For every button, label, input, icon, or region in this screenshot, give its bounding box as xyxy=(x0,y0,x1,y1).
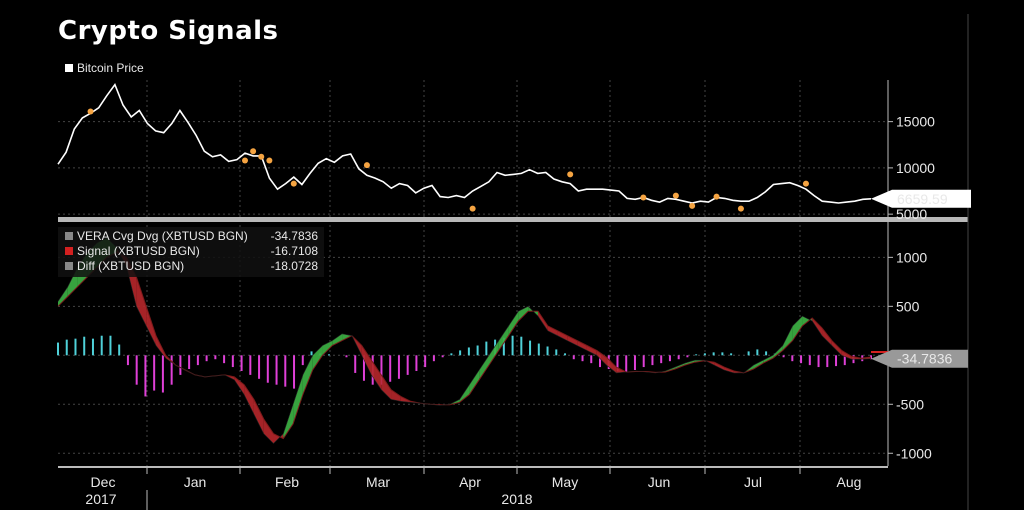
event-dot xyxy=(266,157,273,164)
crossover-fill xyxy=(332,333,343,346)
event-dot xyxy=(250,148,257,155)
signal-legend-box xyxy=(58,227,324,277)
event-dot xyxy=(672,192,679,199)
signal-tick-label: -500 xyxy=(896,396,924,412)
event-dot xyxy=(737,205,744,212)
crossover-fill xyxy=(459,384,470,403)
crossover-fill xyxy=(136,276,147,326)
crossover-fill xyxy=(253,399,264,434)
crossover-fill xyxy=(841,350,852,360)
price-tick-label: 10000 xyxy=(896,160,935,176)
month-label: Mar xyxy=(366,474,390,490)
signal-last-value-box xyxy=(871,349,968,368)
crossover-fill xyxy=(58,286,68,307)
crossover-fill xyxy=(792,316,803,341)
event-dot xyxy=(258,153,265,160)
month-label: Jun xyxy=(648,474,671,490)
crossover-fill xyxy=(577,340,587,351)
crossover-fill xyxy=(488,340,499,366)
legend-price-label: Bitcoin Price xyxy=(77,61,144,75)
month-label: Aug xyxy=(837,474,862,490)
signal-tick-label: 1000 xyxy=(896,249,927,265)
legend-swatch-price xyxy=(65,64,73,72)
month-label: Dec xyxy=(91,474,116,490)
legend-series-value: -34.7836 xyxy=(271,229,319,243)
crossover-fill xyxy=(773,345,783,359)
crossover-fill xyxy=(567,335,578,346)
signal-tick-label: -1000 xyxy=(896,445,932,461)
signal-line xyxy=(57,251,872,440)
crossover-fill xyxy=(753,360,764,370)
signal-tick-label: 500 xyxy=(896,298,920,314)
crossover-fill xyxy=(293,374,303,424)
crossover-fill xyxy=(312,345,323,370)
crossover-fill xyxy=(244,384,254,415)
legend-series-value: -18.0728 xyxy=(271,259,319,273)
crossover-fill xyxy=(714,362,725,370)
crossover-fill xyxy=(812,318,823,336)
year-label: 2018 xyxy=(501,491,532,507)
event-dot xyxy=(640,194,647,201)
crossover-fill xyxy=(596,350,607,366)
legend-series-label: Signal (XBTUSD BGN) xyxy=(77,244,200,258)
chart-title: Crypto Signals xyxy=(58,16,279,46)
price-last-value-box xyxy=(871,189,971,208)
crossover-fill xyxy=(234,376,245,395)
event-dot xyxy=(363,162,370,169)
crossover-fill xyxy=(469,370,480,395)
crossover-fill xyxy=(302,355,313,395)
signal-last-value-label: -34.7836 xyxy=(897,351,952,367)
crossover-fill xyxy=(263,418,274,444)
price-tick-label: 5000 xyxy=(896,206,927,222)
crossover-fill xyxy=(479,355,489,380)
panel-divider xyxy=(58,217,968,222)
event-dot xyxy=(469,205,476,212)
crossover-fill xyxy=(547,325,558,336)
month-label: Apr xyxy=(459,474,481,490)
event-dot xyxy=(802,180,809,187)
event-dot xyxy=(689,202,696,209)
year-label: 2017 xyxy=(85,491,116,507)
event-dot xyxy=(567,171,574,178)
month-label: Jan xyxy=(184,474,207,490)
event-dot xyxy=(713,193,720,200)
crossover-fill xyxy=(381,374,392,400)
crossover-fill xyxy=(508,311,519,336)
crossover-fill xyxy=(361,345,372,375)
crossover-fill xyxy=(283,404,294,439)
crossover-fill xyxy=(146,306,156,346)
event-dot xyxy=(241,157,248,164)
event-dot xyxy=(87,108,94,115)
vera-line xyxy=(57,237,872,444)
legend-series-value: -16.7108 xyxy=(271,244,319,258)
price-tick-label: 15000 xyxy=(896,114,935,130)
crossover-fill xyxy=(763,355,774,364)
month-label: Feb xyxy=(275,474,299,490)
crossover-fill xyxy=(822,327,832,346)
crossover-fill xyxy=(557,330,568,341)
legend-series-label: Diff (XBTUSD BGN) xyxy=(77,259,184,273)
legend-series-label: VERA Cvg Dvg (XBTUSD BGN) xyxy=(77,229,248,243)
x-axis-line xyxy=(58,466,888,468)
event-dot xyxy=(290,180,297,187)
price-line xyxy=(57,82,872,204)
crossover-fill xyxy=(371,360,382,390)
crossover-fill xyxy=(586,345,597,356)
crossover-fill xyxy=(831,340,842,356)
legend-swatch xyxy=(65,262,73,270)
crossover-fill xyxy=(606,357,617,373)
crossover-fill xyxy=(518,306,529,322)
crossover-fill xyxy=(782,325,793,351)
legend-swatch xyxy=(65,247,73,255)
crossover-fill xyxy=(391,389,401,402)
crossover-fill xyxy=(537,311,548,331)
month-label: Jul xyxy=(744,474,762,490)
month-label: May xyxy=(552,474,578,490)
price-last-value-label: 6659.59 xyxy=(897,191,948,207)
legend-swatch xyxy=(65,232,73,240)
crossover-fill xyxy=(498,325,509,351)
